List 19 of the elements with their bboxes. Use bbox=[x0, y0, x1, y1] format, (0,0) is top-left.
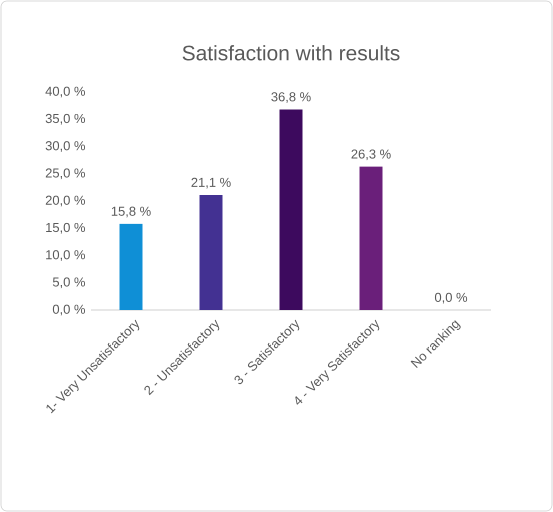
y-tick-label: 15,0 % bbox=[46, 222, 86, 234]
data-label: 21,1 % bbox=[191, 178, 231, 188]
data-label: 26,3 % bbox=[351, 149, 391, 160]
bar bbox=[280, 109, 303, 310]
data-label: 15,8 % bbox=[112, 206, 151, 218]
bar bbox=[200, 195, 222, 310]
data-label: 36,8 % bbox=[271, 92, 311, 103]
y-tick-label: 0,0 % bbox=[52, 304, 86, 316]
y-tick-label: 25,0 % bbox=[46, 168, 86, 180]
y-tick-label: 35,0 % bbox=[46, 114, 86, 125]
y-tick-label: 30,0 % bbox=[46, 141, 86, 152]
y-tick-label: 20,0 % bbox=[46, 196, 86, 206]
bar bbox=[120, 224, 142, 310]
y-tick-label: 40,0 % bbox=[45, 86, 86, 98]
chart-title: Satisfaction with results bbox=[182, 45, 400, 60]
y-tick-label: 10,0 % bbox=[46, 250, 86, 261]
data-label: 0,0 % bbox=[434, 292, 468, 304]
y-tick-label: 5,0 % bbox=[52, 277, 86, 288]
bar bbox=[360, 166, 383, 310]
